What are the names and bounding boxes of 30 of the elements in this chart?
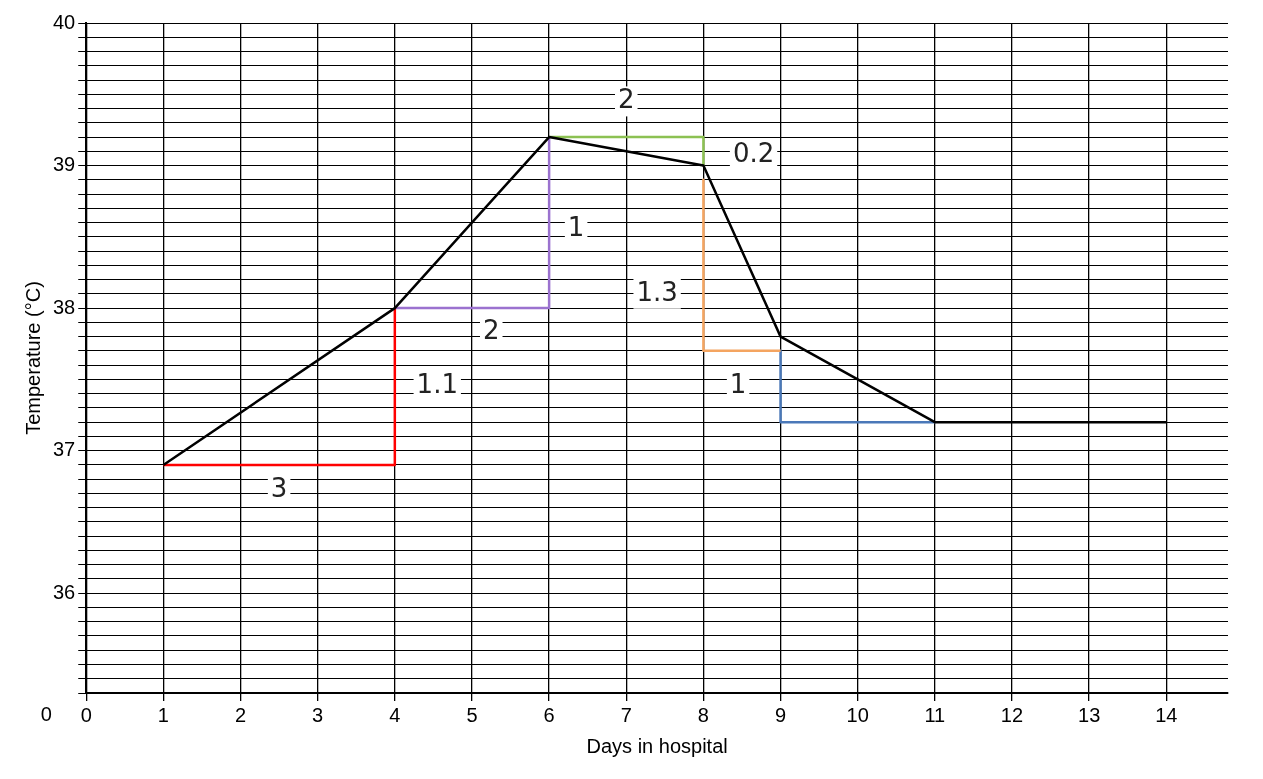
x-tick-label: 10 — [846, 703, 869, 726]
x-tick-label: 13 — [1078, 703, 1101, 726]
x-tick-label: 6 — [543, 703, 555, 726]
x-tick-label: 14 — [1155, 703, 1178, 726]
x-tick-label: 11 — [924, 703, 946, 726]
x-tick-label: 7 — [620, 703, 632, 726]
x-axis-title: Days in hospital — [586, 734, 728, 757]
y-tick-label: 37 — [53, 438, 76, 461]
annotation: 1.3 — [636, 276, 678, 307]
x-tick-label: 2 — [234, 703, 247, 726]
x-tick-label: 4 — [389, 703, 401, 726]
y-tick-label: 39 — [53, 153, 76, 176]
annotation: 1 — [729, 369, 747, 400]
y-tick-label: 40 — [53, 10, 76, 33]
y-tick-label: 38 — [53, 295, 76, 318]
x-tick-label: 12 — [1000, 703, 1024, 726]
annotation: 1 — [567, 212, 585, 243]
y-tick-label: 36 — [53, 580, 76, 603]
x-tick-label: 8 — [697, 703, 709, 726]
x-tick-label: 5 — [466, 703, 478, 726]
x-tick-label: 0 — [80, 703, 92, 726]
annotation: 2 — [482, 315, 500, 346]
x-tick-label: 3 — [312, 703, 324, 726]
x-tick-label: 9 — [774, 703, 787, 726]
annotation: 2 — [617, 84, 635, 115]
y-axis-title: Temperature (°C) — [21, 281, 44, 435]
x-tick-label: 1 — [157, 703, 169, 726]
annotation: 1.1 — [416, 369, 458, 400]
annotation: 0.2 — [732, 138, 775, 169]
annotation: 3 — [270, 473, 288, 504]
